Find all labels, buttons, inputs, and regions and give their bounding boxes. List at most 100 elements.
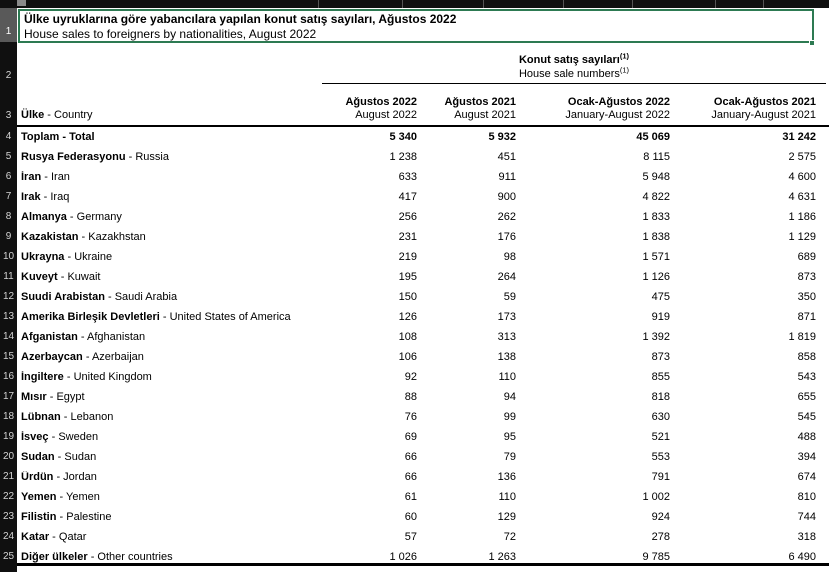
row-header-cell[interactable]: Ülke - Country — [17, 109, 304, 125]
row-number[interactable]: 20 — [2, 451, 15, 462]
row-number[interactable]: 14 — [2, 331, 15, 342]
value-cell[interactable]: 8 115 — [643, 151, 670, 163]
country-cell[interactable]: İran - Iran — [17, 171, 304, 183]
value-cell[interactable]: 138 — [497, 351, 516, 363]
row-number[interactable]: 5 — [5, 151, 12, 162]
row-number[interactable]: 16 — [2, 371, 15, 382]
value-cell[interactable]: 630 — [651, 411, 670, 423]
table-row[interactable]: Yemen - Yemen 61 110 1 002 810 — [17, 487, 829, 507]
value-cell[interactable]: 94 — [503, 391, 516, 403]
value-cell[interactable]: 219 — [398, 251, 417, 263]
value-cell[interactable]: 1 026 — [389, 551, 417, 563]
table-row[interactable]: Filistin - Palestine 60 129 924 744 — [17, 507, 829, 527]
country-cell[interactable]: İsveç - Sweden — [17, 431, 304, 443]
row-number[interactable]: 23 — [2, 511, 15, 522]
value-cell[interactable]: 488 — [797, 431, 816, 443]
value-cell[interactable]: 4 600 — [788, 171, 816, 183]
value-cell[interactable]: 919 — [651, 311, 670, 323]
country-cell[interactable]: Yemen - Yemen — [17, 491, 304, 503]
value-cell[interactable]: 176 — [497, 231, 516, 243]
value-cell[interactable]: 57 — [404, 531, 417, 543]
row-number[interactable]: 15 — [2, 351, 15, 362]
country-cell[interactable]: Katar - Qatar — [17, 531, 304, 543]
value-cell[interactable]: 92 — [404, 371, 417, 383]
country-cell[interactable]: Ürdün - Jordan — [17, 471, 304, 483]
table-row[interactable]: Kuveyt - Kuwait 195 264 1 126 873 — [17, 267, 829, 287]
country-cell[interactable]: Diğer ülkeler - Other countries — [17, 551, 304, 563]
table-row[interactable]: Amerika Birleşik Devletleri - United Sta… — [17, 307, 829, 327]
country-cell[interactable]: Almanya - Germany — [17, 211, 304, 223]
value-cell[interactable]: 475 — [651, 291, 670, 303]
column-header-cell[interactable]: Ocak-Ağustos 2021 January-August 2021 — [674, 96, 820, 125]
value-cell[interactable]: 262 — [497, 211, 516, 223]
value-cell[interactable]: 136 — [497, 471, 516, 483]
value-cell[interactable]: 4 631 — [788, 191, 816, 203]
country-cell[interactable]: Filistin - Palestine — [17, 511, 304, 523]
value-cell[interactable]: 394 — [797, 451, 816, 463]
value-cell[interactable]: 855 — [651, 371, 670, 383]
table-row[interactable]: Diğer ülkeler - Other countries 1 026 1 … — [17, 547, 829, 567]
country-cell[interactable]: Kuveyt - Kuwait — [17, 271, 304, 283]
column-header-strip[interactable] — [0, 0, 829, 8]
row-number[interactable]: 22 — [2, 491, 15, 502]
value-cell[interactable]: 1 571 — [642, 251, 670, 263]
value-cell[interactable]: 545 — [797, 411, 816, 423]
value-cell[interactable]: 313 — [497, 331, 516, 343]
country-cell[interactable]: Toplam - Total — [17, 131, 304, 143]
value-cell[interactable]: 689 — [797, 251, 816, 263]
row-number[interactable]: 7 — [5, 191, 12, 202]
value-cell[interactable]: 924 — [651, 511, 670, 523]
row-number[interactable]: 24 — [2, 531, 15, 542]
table-row[interactable]: Ürdün - Jordan 66 136 791 674 — [17, 467, 829, 487]
value-cell[interactable]: 126 — [398, 311, 417, 323]
value-cell[interactable]: 900 — [497, 191, 516, 203]
table-row[interactable]: İngiltere - United Kingdom 92 110 855 54… — [17, 367, 829, 387]
table-row[interactable]: Kazakistan - Kazakhstan 231 176 1 838 1 … — [17, 227, 829, 247]
table-row[interactable]: İsveç - Sweden 69 95 521 488 — [17, 427, 829, 447]
value-cell[interactable]: 1 186 — [788, 211, 816, 223]
value-cell[interactable]: 1 129 — [788, 231, 816, 243]
row-number[interactable]: 18 — [2, 411, 15, 422]
value-cell[interactable]: 99 — [503, 411, 516, 423]
value-cell[interactable]: 911 — [498, 171, 516, 183]
value-cell[interactable]: 256 — [398, 211, 417, 223]
value-cell[interactable]: 88 — [404, 391, 417, 403]
column-header-cell[interactable]: Ocak-Ağustos 2022 January-August 2022 — [520, 96, 674, 125]
table-row[interactable]: Suudi Arabistan - Saudi Arabia 150 59 47… — [17, 287, 829, 307]
value-cell[interactable]: 1 238 — [389, 151, 417, 163]
table-row[interactable]: Rusya Federasyonu - Russia 1 238 451 8 1… — [17, 147, 829, 167]
value-cell[interactable]: 5 948 — [642, 171, 670, 183]
title-cell[interactable]: Ülke uyruklarına göre yabancılara yapıla… — [18, 9, 814, 43]
value-cell[interactable]: 873 — [797, 271, 816, 283]
value-cell[interactable]: 129 — [497, 511, 516, 523]
value-cell[interactable]: 98 — [503, 251, 516, 263]
row-number[interactable]: 12 — [2, 291, 15, 302]
value-cell[interactable]: 72 — [503, 531, 516, 543]
country-cell[interactable]: Afganistan - Afghanistan — [17, 331, 304, 343]
value-cell[interactable]: 108 — [398, 331, 417, 343]
value-cell[interactable]: 1 833 — [642, 211, 670, 223]
row-number[interactable]: 8 — [5, 211, 12, 222]
country-cell[interactable]: Azerbaycan - Azerbaijan — [17, 351, 304, 363]
value-cell[interactable]: 521 — [651, 431, 670, 443]
value-cell[interactable]: 744 — [797, 511, 816, 523]
row-number[interactable]: 9 — [5, 231, 12, 242]
value-cell[interactable]: 633 — [398, 171, 417, 183]
table-row[interactable]: Katar - Qatar 57 72 278 318 — [17, 527, 829, 547]
value-cell[interactable]: 66 — [404, 451, 417, 463]
row-number[interactable]: 2 — [5, 70, 12, 81]
value-cell[interactable]: 818 — [651, 391, 670, 403]
column-header-cell[interactable]: Ağustos 2021 August 2021 — [421, 96, 520, 125]
value-cell[interactable]: 69 — [404, 431, 417, 443]
value-cell[interactable]: 278 — [651, 531, 670, 543]
row-number[interactable]: 4 — [5, 131, 12, 142]
value-cell[interactable]: 173 — [497, 311, 516, 323]
selection-fill-handle[interactable] — [809, 40, 815, 46]
table-row[interactable]: Almanya - Germany 256 262 1 833 1 186 — [17, 207, 829, 227]
value-cell[interactable]: 95 — [503, 431, 516, 443]
value-cell[interactable]: 110 — [498, 491, 516, 503]
row-number[interactable]: 19 — [2, 431, 15, 442]
value-cell[interactable]: 61 — [404, 491, 417, 503]
country-cell[interactable]: Ukrayna - Ukraine — [17, 251, 304, 263]
table-row[interactable]: Ukrayna - Ukraine 219 98 1 571 689 — [17, 247, 829, 267]
